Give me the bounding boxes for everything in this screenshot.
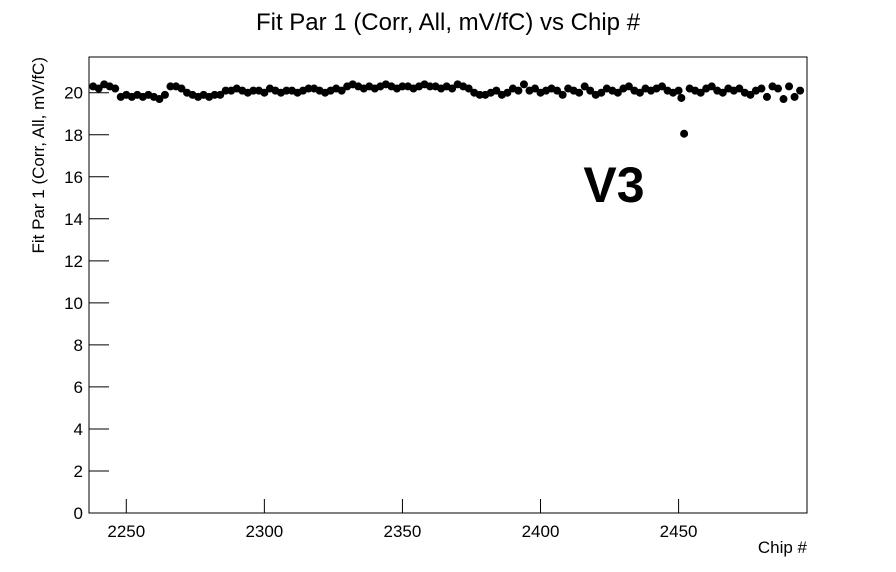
y-tick-label: 4 <box>74 420 83 439</box>
y-tick-label: 8 <box>74 336 83 355</box>
point <box>735 84 744 93</box>
point <box>503 88 512 97</box>
x-tick-label: 2300 <box>245 522 283 541</box>
x-tick-label: 2400 <box>522 522 560 541</box>
point <box>674 86 683 95</box>
point <box>530 84 539 93</box>
point <box>426 82 435 91</box>
point <box>677 93 686 102</box>
x-tick-label: 2450 <box>660 522 698 541</box>
point <box>779 95 788 104</box>
point <box>111 84 120 93</box>
point <box>785 82 794 91</box>
point <box>696 88 705 97</box>
y-tick-label: 20 <box>64 84 83 103</box>
x-tick-label: 2250 <box>107 522 145 541</box>
point <box>707 82 716 91</box>
point <box>580 82 589 91</box>
y-tick-label: 16 <box>64 168 83 187</box>
point <box>718 88 727 97</box>
plot-frame <box>88 56 808 514</box>
point <box>586 86 595 95</box>
point <box>762 92 771 101</box>
point <box>398 82 407 91</box>
point <box>464 84 473 93</box>
point <box>624 82 633 91</box>
point <box>249 86 258 95</box>
point <box>658 82 667 91</box>
point <box>304 84 313 93</box>
point <box>597 88 606 97</box>
point <box>553 86 562 95</box>
y-tick-label: 6 <box>74 378 83 397</box>
point <box>790 92 799 101</box>
point <box>260 88 269 97</box>
point <box>492 86 501 95</box>
y-tick-label: 18 <box>64 126 83 145</box>
point <box>774 84 783 93</box>
annotation: V3 <box>583 157 644 213</box>
x-axis-label: Chip # <box>758 538 808 557</box>
point <box>94 84 103 93</box>
point <box>282 86 291 95</box>
point <box>796 86 805 95</box>
point <box>558 90 567 99</box>
point <box>575 88 584 97</box>
point <box>160 90 169 99</box>
y-tick-label: 2 <box>74 462 83 481</box>
point <box>337 86 346 95</box>
point <box>613 88 622 97</box>
point <box>221 86 230 95</box>
point <box>680 129 689 138</box>
point <box>757 84 766 93</box>
point <box>155 95 164 104</box>
chart-title: Fit Par 1 (Corr, All, mV/fC) vs Chip # <box>256 9 641 36</box>
point <box>177 84 186 93</box>
point <box>519 80 528 89</box>
point <box>210 90 219 99</box>
y-axis-label: Fit Par 1 (Corr, All, mV/fC) <box>29 57 48 253</box>
point <box>635 88 644 97</box>
point <box>216 90 225 99</box>
y-tick-label: 12 <box>64 252 83 271</box>
point <box>448 84 457 93</box>
y-tick-label: 10 <box>64 294 83 313</box>
point <box>514 86 523 95</box>
point <box>746 90 755 99</box>
x-tick-label: 2350 <box>384 522 422 541</box>
point <box>475 90 484 99</box>
point <box>166 82 175 91</box>
y-tick-label: 0 <box>74 504 83 523</box>
y-tick-label: 14 <box>64 210 83 229</box>
